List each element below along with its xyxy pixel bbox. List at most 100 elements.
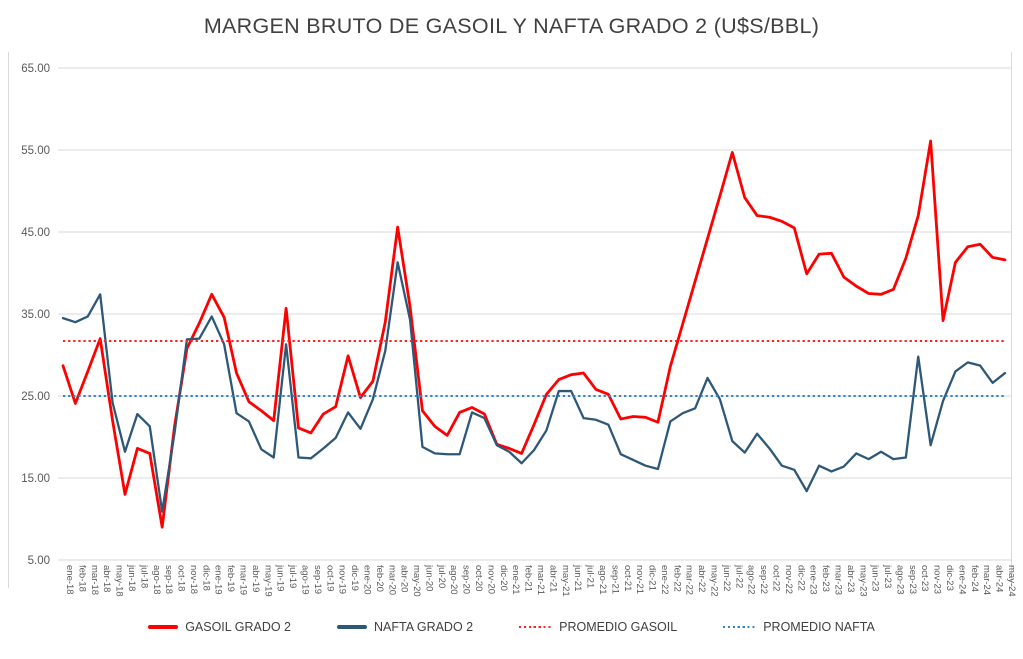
svg-text:jun-18: jun-18 [126,564,137,591]
svg-text:dic-19: dic-19 [349,565,360,591]
svg-text:sep-18: sep-18 [163,565,174,594]
svg-text:mar-19: mar-19 [238,565,249,595]
svg-text:abr-24: abr-24 [994,565,1005,592]
svg-text:jun-21: jun-21 [572,564,583,591]
svg-text:jul-20: jul-20 [436,564,447,588]
svg-text:mar-21: mar-21 [535,565,546,595]
svg-text:sep-20: sep-20 [461,565,472,594]
svg-text:ene-22: ene-22 [659,565,670,595]
svg-text:abr-22: abr-22 [696,565,707,592]
svg-text:ene-19: ene-19 [213,565,224,595]
svg-text:nov-21: nov-21 [634,565,645,594]
svg-text:mar-23: mar-23 [832,565,843,595]
svg-text:jul-19: jul-19 [287,564,298,588]
svg-text:dic-23: dic-23 [944,565,955,591]
svg-text:may-18: may-18 [114,565,125,597]
svg-text:25.00: 25.00 [21,391,50,403]
svg-text:5.00: 5.00 [28,555,50,567]
svg-text:ago-22: ago-22 [746,565,757,595]
svg-text:may-19: may-19 [262,565,273,597]
svg-text:mar-22: mar-22 [684,565,695,595]
svg-text:jun-22: jun-22 [721,564,732,591]
nafta-line-swatch-icon [337,625,368,629]
svg-text:sep-19: sep-19 [312,565,323,594]
svg-text:mar-18: mar-18 [89,565,100,595]
svg-text:mar-20: mar-20 [386,565,397,595]
svg-text:may-20: may-20 [411,565,422,597]
svg-text:jul-23: jul-23 [882,564,893,588]
svg-text:jul-18: jul-18 [138,564,149,588]
legend-item-nafta: NAFTA GRADO 2 [337,620,473,634]
svg-text:may-21: may-21 [560,565,571,597]
svg-text:may-22: may-22 [709,565,720,597]
legend-label-promedio-gasoil: PROMEDIO GASOIL [559,620,678,634]
svg-text:jun-20: jun-20 [423,564,434,591]
promedio-nafta-dotted-swatch-icon [723,625,757,629]
legend-label-gasoil: GASOIL GRADO 2 [185,620,292,634]
svg-text:ago-19: ago-19 [300,565,311,595]
svg-text:oct-21: oct-21 [622,565,633,591]
svg-text:jun-19: jun-19 [275,564,286,591]
legend-label-promedio-nafta: PROMEDIO NAFTA [763,620,875,634]
svg-text:ene-20: ene-20 [361,565,372,595]
svg-text:nov-20: nov-20 [485,565,496,594]
svg-text:mar-24: mar-24 [981,565,992,595]
svg-text:sep-21: sep-21 [609,565,620,594]
legend-item-gasoil: GASOIL GRADO 2 [148,620,291,634]
svg-text:ago-20: ago-20 [448,565,459,595]
svg-text:may-23: may-23 [857,565,868,597]
svg-text:feb-22: feb-22 [671,565,682,592]
svg-text:jun-23: jun-23 [870,564,881,591]
svg-text:feb-19: feb-19 [225,565,236,592]
svg-text:abr-21: abr-21 [547,565,558,592]
svg-text:nov-19: nov-19 [337,565,348,594]
svg-text:35.00: 35.00 [21,309,50,321]
svg-text:abr-20: abr-20 [399,565,410,592]
svg-text:feb-18: feb-18 [76,565,87,592]
svg-text:nov-18: nov-18 [188,565,199,594]
svg-text:feb-24: feb-24 [969,565,980,592]
svg-text:jul-22: jul-22 [733,564,744,588]
svg-text:oct-23: oct-23 [919,565,930,591]
svg-text:oct-20: oct-20 [473,565,484,591]
svg-text:dic-20: dic-20 [498,565,509,591]
svg-text:45.00: 45.00 [21,227,50,239]
legend-item-promedio-nafta: PROMEDIO NAFTA [723,620,875,634]
svg-text:dic-22: dic-22 [795,565,806,591]
svg-text:abr-23: abr-23 [845,565,856,592]
svg-text:oct-19: oct-19 [324,565,335,591]
svg-text:jul-21: jul-21 [585,564,596,588]
svg-text:nov-22: nov-22 [783,565,794,594]
svg-text:oct-22: oct-22 [771,565,782,591]
svg-text:ene-18: ene-18 [64,565,75,595]
chart-legend: GASOIL GRADO 2 NAFTA GRADO 2 PROMEDIO GA… [0,620,1023,634]
svg-text:abr-18: abr-18 [101,565,112,592]
promedio-gasoil-dotted-swatch-icon [519,625,553,629]
legend-label-nafta: NAFTA GRADO 2 [374,620,474,634]
svg-text:nov-23: nov-23 [932,565,943,594]
svg-text:dic-21: dic-21 [647,565,658,591]
svg-text:ago-18: ago-18 [151,565,162,595]
svg-text:feb-23: feb-23 [820,565,831,592]
svg-text:ago-21: ago-21 [597,565,608,595]
svg-text:ene-21: ene-21 [510,565,521,595]
svg-text:ene-24: ene-24 [956,565,967,595]
svg-text:15.00: 15.00 [21,473,50,485]
svg-text:may-24: may-24 [1006,565,1017,597]
svg-text:65.00: 65.00 [21,63,50,75]
svg-text:feb-20: feb-20 [374,565,385,592]
gasoil-line-swatch-icon [148,625,179,629]
svg-text:dic-18: dic-18 [200,565,211,591]
legend-item-promedio-gasoil: PROMEDIO GASOIL [519,620,677,634]
chart-title: MARGEN BRUTO DE GASOIL Y NAFTA GRADO 2 (… [203,14,820,38]
svg-text:sep-23: sep-23 [907,565,918,594]
svg-text:ago-23: ago-23 [894,565,905,595]
svg-text:feb-21: feb-21 [523,565,534,592]
svg-text:oct-18: oct-18 [176,565,187,591]
svg-text:sep-22: sep-22 [758,565,769,594]
svg-text:ene-23: ene-23 [808,565,819,595]
svg-text:abr-19: abr-19 [250,565,261,592]
svg-text:55.00: 55.00 [21,145,50,157]
